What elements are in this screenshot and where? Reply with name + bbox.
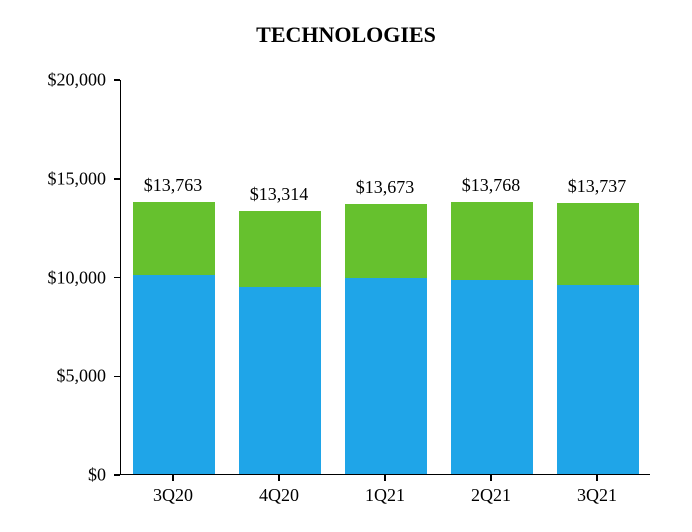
segment-top	[239, 211, 322, 287]
xtick-mark	[384, 475, 386, 481]
xtick-mark	[278, 475, 280, 481]
segment-bottom	[345, 278, 428, 475]
ytick-mark	[114, 79, 120, 81]
ytick-label: $10,000	[0, 267, 106, 288]
bar-group	[451, 202, 534, 474]
bar-total-label: $13,768	[462, 175, 521, 196]
ytick-mark	[114, 474, 120, 476]
segment-top	[133, 202, 216, 274]
chart-container: TECHNOLOGIES $0 $5,000 $10,000 $15,000 $20,0…	[0, 0, 692, 532]
ytick-label: $20,000	[0, 70, 106, 91]
bar-total-label: $13,763	[144, 175, 203, 196]
ytick-mark	[114, 277, 120, 279]
xcat-label: 3Q20	[153, 485, 193, 506]
xcat-label: 3Q21	[577, 485, 617, 506]
xtick-mark	[490, 475, 492, 481]
ytick-label: $15,000	[0, 168, 106, 189]
segment-bottom	[133, 275, 216, 474]
bar-group	[133, 202, 216, 474]
ytick-mark	[114, 376, 120, 378]
segment-bottom	[239, 287, 322, 474]
segment-top	[557, 203, 640, 286]
ytick-mark	[114, 178, 120, 180]
bar-group	[345, 204, 428, 474]
chart-title: TECHNOLOGIES	[0, 22, 692, 48]
bar-total-label: $13,737	[568, 176, 627, 197]
bar-total-label: $13,314	[250, 184, 309, 205]
segment-bottom	[451, 280, 534, 474]
bar-total-label: $13,673	[356, 177, 415, 198]
segment-bottom	[557, 285, 640, 474]
bar-group	[239, 211, 322, 474]
xtick-mark	[596, 475, 598, 481]
ytick-label: $0	[0, 465, 106, 486]
segment-top	[345, 204, 428, 278]
ytick-label: $5,000	[0, 366, 106, 387]
xcat-label: 1Q21	[365, 485, 405, 506]
segment-top	[451, 202, 534, 280]
xcat-label: 4Q20	[259, 485, 299, 506]
bar-group	[557, 203, 640, 474]
plot-area	[120, 80, 650, 475]
xtick-mark	[172, 475, 174, 481]
xcat-label: 2Q21	[471, 485, 511, 506]
